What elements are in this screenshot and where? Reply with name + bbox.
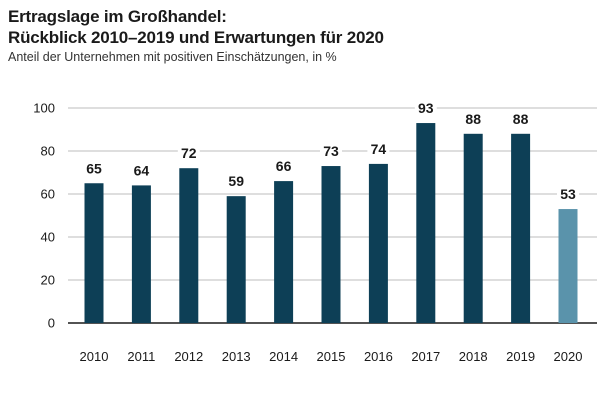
bars [84,123,578,323]
data-label-2016: 74 [371,141,387,157]
data-label-2013: 59 [228,173,244,189]
x-tick-label-2013: 2013 [222,349,251,364]
data-label-2012: 72 [181,145,197,161]
x-tick-label-2017: 2017 [411,349,440,364]
x-tick-label-2010: 2010 [80,349,109,364]
bar-2017 [416,123,436,323]
bar-2015 [321,166,341,323]
data-label-bg [130,162,153,179]
bar-2018 [463,133,483,323]
x-tick-label-2014: 2014 [269,349,298,364]
data-label-bg [367,140,390,157]
bar-2010 [84,183,104,323]
y-tick-label: 20 [41,273,55,288]
data-label-bg [320,143,342,160]
y-tick-label: 100 [33,101,55,116]
data-label-bg [462,110,485,127]
data-label-2014: 66 [276,158,292,174]
data-label-2019: 88 [513,111,529,127]
y-tick-label: 60 [41,187,55,202]
bar-2011 [131,185,151,323]
data-label-2020: 53 [560,186,576,202]
data-label-2018: 88 [465,111,481,127]
data-labels: 65 64 72 59 66 73 74 93 88 88 53 [83,100,579,203]
data-label-2017: 93 [418,100,434,116]
data-label-bg [83,160,105,177]
chart-subtitle: Anteil der Unternehmen mit positiven Ein… [8,50,337,64]
chart-title-line-2: Rückblick 2010–2019 und Erwartungen für … [8,28,384,47]
bar-2019 [511,133,531,323]
bar-2013 [226,196,246,323]
y-tick-label: 80 [41,144,55,159]
data-label-2011: 64 [134,162,150,178]
bar-2014 [274,181,294,323]
data-label-bg [225,173,248,190]
chart-title-line-1: Ertragslage im Großhandel: [8,7,227,26]
x-tick-label-2015: 2015 [317,349,346,364]
x-tick-label-2020: 2020 [554,349,583,364]
y-tick-label: 0 [48,316,55,331]
x-tick-label-2011: 2011 [127,349,155,364]
x-tick-label-2018: 2018 [459,349,488,364]
x-tick-label-2012: 2012 [174,349,203,364]
data-label-bg [509,110,532,127]
data-label-bg [414,100,437,117]
y-axis-ticks: 0 20 40 60 80 100 [33,101,55,331]
x-axis-ticks: 2010 2011 2012 2013 2014 2015 2016 2017 2018 2019… [80,349,583,364]
chart-title: Ertragslage im Großhandel: Rückblick 201… [8,6,384,48]
bar-2016 [368,163,388,323]
data-label-bg [177,145,200,162]
data-label-2010: 65 [86,160,102,176]
x-tick-label-2019: 2019 [506,349,535,364]
data-label-2015: 73 [323,143,339,159]
bar-2020 [558,209,578,323]
bar-2012 [179,168,199,323]
data-label-bg [272,158,295,175]
x-tick-label-2016: 2016 [364,349,393,364]
y-tick-label: 40 [41,230,55,245]
data-label-bg [557,186,579,203]
